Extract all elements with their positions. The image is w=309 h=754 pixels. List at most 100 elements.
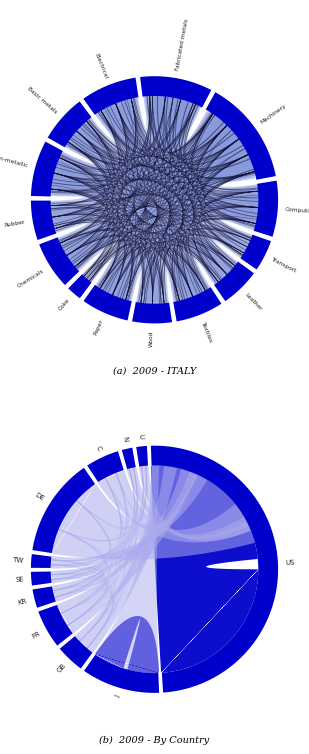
Polygon shape (69, 121, 166, 304)
Polygon shape (59, 228, 207, 301)
Polygon shape (32, 586, 56, 608)
Polygon shape (95, 616, 159, 673)
Polygon shape (51, 206, 235, 281)
Polygon shape (57, 466, 198, 634)
Polygon shape (185, 118, 252, 285)
Polygon shape (58, 188, 258, 270)
Text: Computing: Computing (285, 207, 309, 214)
Polygon shape (104, 100, 252, 258)
Polygon shape (31, 446, 278, 693)
Polygon shape (59, 636, 93, 669)
Polygon shape (136, 96, 192, 304)
Polygon shape (103, 226, 252, 299)
Polygon shape (67, 120, 207, 301)
Polygon shape (157, 96, 252, 258)
Polygon shape (52, 161, 252, 258)
Polygon shape (52, 477, 255, 559)
Polygon shape (83, 78, 139, 115)
Polygon shape (58, 115, 254, 271)
Polygon shape (51, 96, 200, 196)
Polygon shape (51, 155, 135, 301)
Polygon shape (193, 122, 252, 258)
Text: Non-metallic: Non-metallic (0, 154, 28, 168)
Polygon shape (87, 451, 125, 483)
Text: Paper: Paper (92, 319, 104, 336)
Text: Fabricated metals: Fabricated metals (176, 18, 190, 72)
Polygon shape (51, 192, 258, 232)
Polygon shape (66, 118, 258, 226)
Polygon shape (61, 220, 252, 264)
Polygon shape (190, 112, 258, 230)
Polygon shape (68, 274, 92, 299)
Polygon shape (136, 446, 149, 467)
Text: Textiles: Textiles (200, 320, 213, 343)
Polygon shape (51, 204, 205, 300)
Polygon shape (99, 98, 209, 302)
Polygon shape (83, 242, 197, 298)
Polygon shape (137, 192, 258, 304)
Polygon shape (98, 470, 251, 542)
Polygon shape (83, 654, 160, 693)
Polygon shape (121, 448, 136, 469)
Polygon shape (139, 76, 212, 108)
Polygon shape (82, 101, 133, 283)
Polygon shape (31, 141, 63, 198)
Polygon shape (51, 96, 192, 233)
Text: (a)  2009 - ITALY: (a) 2009 - ITALY (113, 366, 196, 375)
Text: Machinery: Machinery (259, 103, 287, 125)
Polygon shape (83, 242, 130, 297)
Polygon shape (172, 287, 222, 321)
Polygon shape (65, 115, 254, 181)
Polygon shape (51, 206, 163, 304)
Polygon shape (51, 112, 256, 197)
Text: US: US (285, 559, 295, 566)
Polygon shape (69, 121, 236, 283)
Polygon shape (95, 465, 159, 673)
Polygon shape (151, 465, 258, 673)
Polygon shape (51, 204, 132, 299)
Polygon shape (51, 158, 237, 284)
Polygon shape (31, 76, 278, 323)
Polygon shape (51, 158, 106, 232)
Polygon shape (51, 204, 109, 266)
Polygon shape (194, 226, 251, 280)
Polygon shape (51, 474, 207, 569)
Text: Basic metals: Basic metals (27, 86, 58, 115)
Polygon shape (31, 571, 52, 587)
Polygon shape (51, 155, 112, 270)
Polygon shape (145, 96, 258, 230)
Polygon shape (82, 201, 258, 283)
Polygon shape (65, 96, 196, 166)
Polygon shape (96, 98, 143, 301)
Polygon shape (101, 238, 236, 299)
Text: U: U (137, 434, 144, 440)
Text: J: J (114, 694, 121, 697)
Polygon shape (61, 226, 236, 283)
Polygon shape (66, 98, 138, 164)
Polygon shape (149, 96, 210, 302)
Polygon shape (174, 239, 236, 300)
Polygon shape (176, 227, 252, 300)
Polygon shape (95, 96, 200, 155)
Polygon shape (95, 115, 254, 301)
Polygon shape (96, 97, 258, 229)
Text: DE: DE (34, 492, 45, 502)
Polygon shape (67, 120, 135, 300)
Polygon shape (99, 244, 207, 301)
Text: Chemicals: Chemicals (17, 268, 45, 288)
Polygon shape (74, 465, 177, 653)
Polygon shape (59, 229, 133, 300)
Polygon shape (51, 121, 114, 230)
Text: Coke: Coke (57, 298, 71, 312)
Polygon shape (39, 237, 80, 286)
Text: SE: SE (15, 576, 24, 583)
Polygon shape (47, 101, 92, 148)
Polygon shape (102, 99, 168, 304)
Text: Wood: Wood (149, 331, 154, 348)
Text: GB: GB (56, 663, 67, 674)
Polygon shape (138, 466, 251, 541)
Polygon shape (169, 115, 254, 302)
Text: Leather: Leather (244, 292, 263, 311)
Polygon shape (171, 188, 258, 302)
Text: KR: KR (18, 598, 28, 605)
